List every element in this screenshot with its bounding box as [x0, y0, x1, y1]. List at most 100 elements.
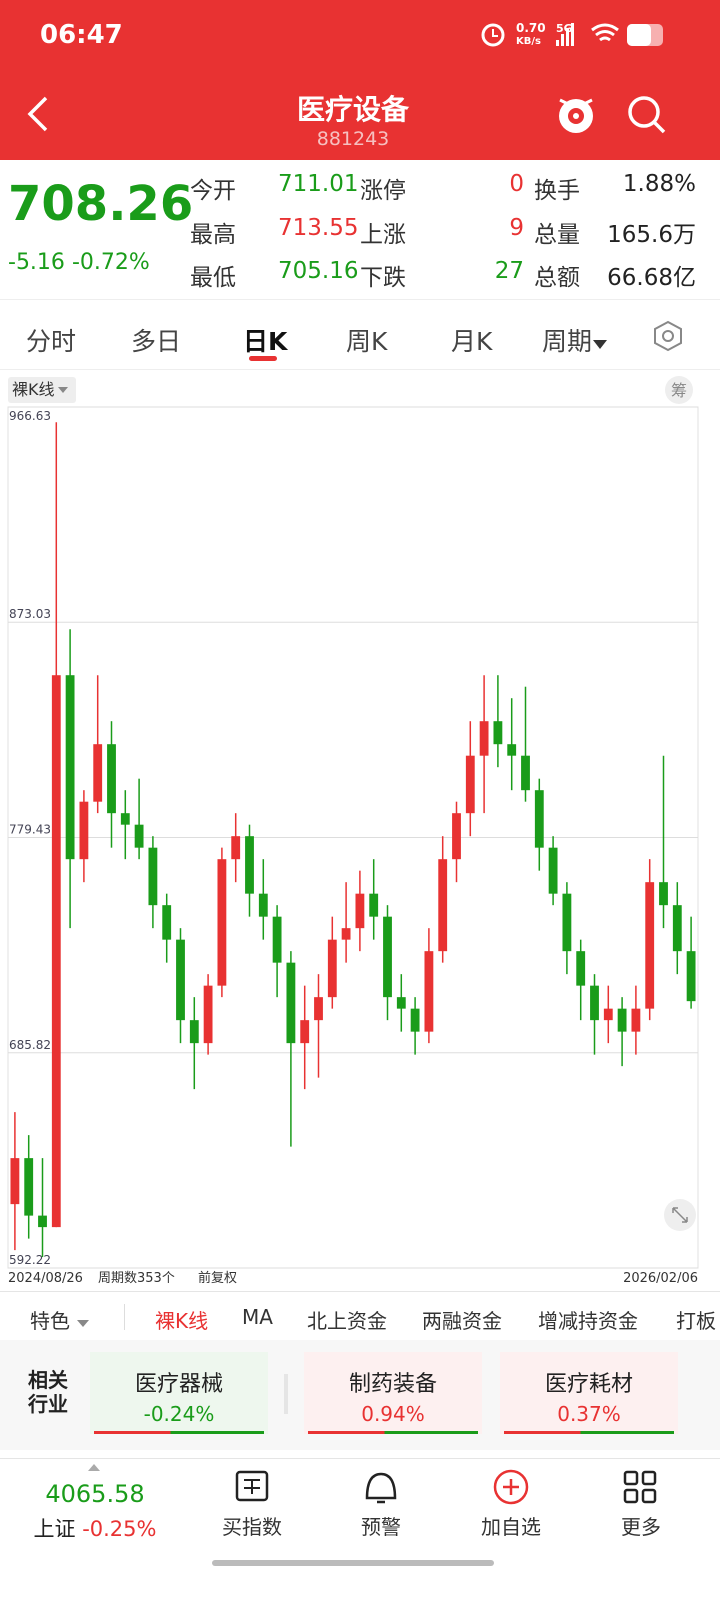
period-tab[interactable]: 周K [346, 327, 388, 356]
candle-body [355, 893, 365, 929]
candle-body [659, 882, 668, 906]
divider [0, 1291, 720, 1292]
industry-name: 制药装备 [348, 1372, 437, 1397]
period-tab[interactable]: 月K [451, 327, 493, 356]
candle-body [245, 836, 254, 894]
label-arrow [58, 387, 68, 393]
candle-body [410, 1008, 420, 1032]
industry-card[interactable]: 医疗器械 -0.24% [90, 1352, 268, 1434]
candle-body [631, 1008, 641, 1032]
period-tab[interactable]: 周期 [542, 322, 608, 358]
candle-body [10, 1158, 20, 1205]
nav-item[interactable]: 更多 [621, 1515, 661, 1539]
dropdown-arrow [593, 340, 608, 349]
nav-item[interactable]: 加自选 [481, 1515, 541, 1539]
candle-body [189, 1020, 199, 1044]
tab-indicator [249, 356, 277, 361]
label-bg [8, 377, 76, 403]
candle-body [258, 893, 268, 917]
card-bar [308, 1431, 478, 1434]
dropdown-arrow [77, 1320, 90, 1327]
settings-button[interactable] [652, 320, 684, 352]
period-tab[interactable]: 日K [243, 327, 288, 356]
candle-body [65, 675, 75, 860]
candle-body [286, 962, 296, 1044]
candle-body [645, 882, 655, 1009]
candle-body [672, 905, 682, 952]
candle-body [396, 997, 406, 1009]
industry-name: 医疗耗材 [544, 1372, 633, 1397]
quote-label: 今开 [190, 178, 236, 204]
stock-code: 881243 [316, 128, 390, 150]
indicator-tab[interactable]: 特色 [30, 1305, 90, 1334]
quote-label: 总量 [534, 222, 580, 248]
related-label-2: 行业 [28, 1392, 68, 1416]
related-label: 相关 行业 [28, 1368, 68, 1416]
kline-chart: 裸K线 筹 592.22 685.82 779.43 873.03 966.63 2024/0… [7, 376, 699, 1286]
indicator-tab[interactable]: 裸K线 [155, 1309, 209, 1333]
page-title: 医疗设备 [296, 93, 409, 126]
candle-body [617, 1008, 627, 1032]
nav-icons [235, 1469, 657, 1505]
quote-value: 705.16 [278, 258, 359, 284]
adjust: 前复权 [198, 1270, 237, 1286]
index-value: 4065.58 [45, 1480, 145, 1508]
clock: 06:47 [40, 20, 123, 50]
candle-body [162, 905, 172, 940]
fullscreen-icon [672, 1207, 688, 1223]
candle-body [383, 916, 392, 998]
candle-body [24, 1158, 34, 1216]
candle-body [590, 985, 599, 1021]
quote-value: 66.68亿 [607, 265, 696, 291]
candle-body [507, 744, 517, 756]
quote-label: 最低 [190, 265, 236, 291]
industry-card[interactable]: 制药装备 0.94% [304, 1352, 482, 1434]
indicator-tab[interactable]: 北上资金 [307, 1309, 387, 1333]
candle-body [534, 790, 544, 848]
nav-item[interactable]: 预警 [361, 1515, 401, 1539]
status-icons [481, 23, 663, 47]
period-count: 周期数353个 [98, 1271, 175, 1286]
candle-body [107, 744, 116, 814]
quote-value: 1.88% [622, 171, 696, 197]
candle-body [134, 824, 144, 848]
candle-body [576, 951, 586, 986]
net-value: 0.70 [516, 21, 546, 35]
chart-label[interactable]: 裸K线 [12, 380, 55, 399]
candle-body [314, 997, 323, 1021]
y-tick-label: 592.22 [9, 1253, 51, 1267]
industry-card[interactable]: 医疗耗材 0.37% [500, 1352, 678, 1434]
candle-body [148, 847, 158, 906]
industry-pct: 0.94% [361, 1402, 425, 1426]
candle-body [521, 755, 530, 791]
quote-label: 最高 [190, 222, 236, 248]
back-button[interactable] [24, 94, 54, 134]
industry-name: 医疗器械 [134, 1372, 223, 1397]
side-button[interactable]: 筹 [671, 381, 687, 400]
quote-label: 上涨 [360, 222, 406, 248]
candle-body [79, 801, 89, 860]
candle-body [438, 859, 448, 952]
candle-body [603, 1008, 613, 1021]
expand-arrow[interactable] [86, 1462, 102, 1472]
quote-value: 0 [509, 171, 524, 197]
candle-body [327, 939, 337, 998]
indicator-tab[interactable]: 两融资金 [422, 1309, 502, 1333]
candle-body [424, 951, 434, 1032]
period-tab[interactable]: 分时 [26, 327, 77, 356]
period-tab[interactable]: 多日 [131, 327, 182, 356]
candle-body [38, 1215, 47, 1228]
tab-separator [124, 1304, 125, 1330]
quote-value: 27 [494, 258, 524, 284]
indicator-tab[interactable]: 打板 [676, 1309, 716, 1333]
indicator-tab[interactable]: MA [242, 1305, 273, 1329]
candle-body [562, 893, 572, 952]
change: -5.16 [8, 250, 65, 275]
nav-item[interactable]: 买指数 [222, 1515, 282, 1539]
search-button[interactable] [626, 94, 668, 136]
candle-body [176, 939, 185, 1021]
candle-body [686, 951, 696, 1002]
assistant-icon[interactable] [554, 92, 598, 138]
indicator-tab[interactable]: 增减持资金 [538, 1309, 638, 1333]
candle-body [93, 744, 103, 802]
